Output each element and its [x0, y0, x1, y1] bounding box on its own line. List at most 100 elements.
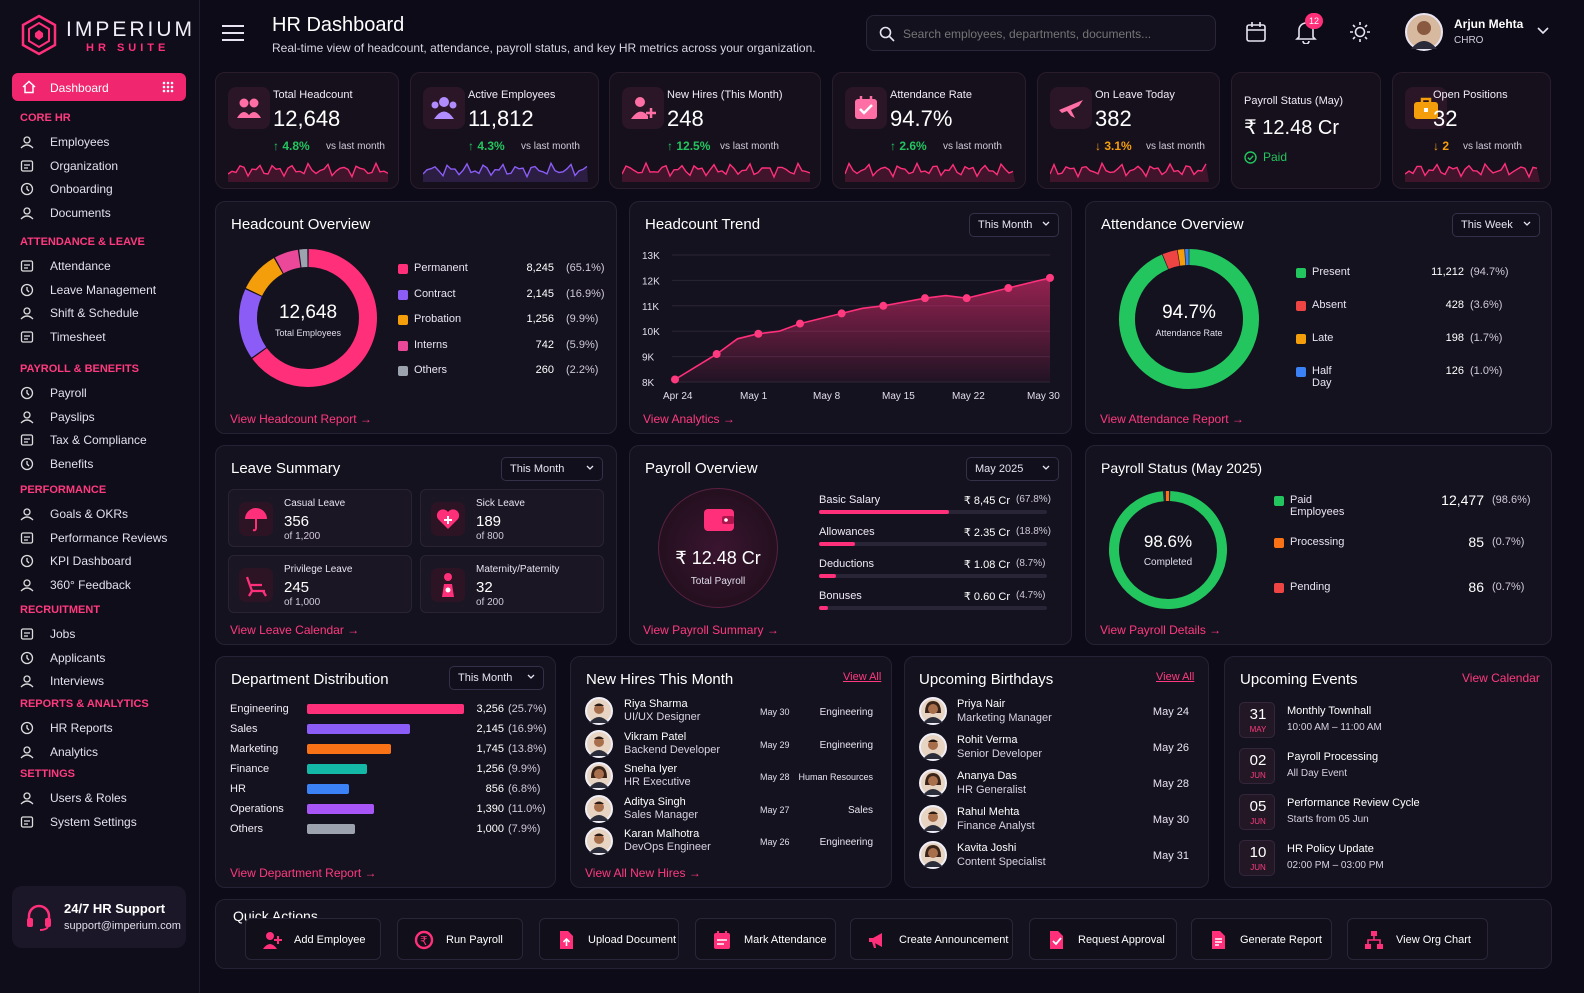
calendar-icon[interactable]: [1245, 21, 1267, 43]
dept-bar[interactable]: [307, 724, 410, 734]
filter-dropdown[interactable]: This Month: [969, 213, 1059, 237]
user-avatar[interactable]: [1405, 13, 1443, 51]
event-row[interactable]: 10 JUN HR Policy Update 02:00 PM – 03:00 PM: [1239, 840, 1539, 880]
sidebar-item-analytics[interactable]: Analytics: [20, 742, 98, 762]
sidebar-item-payroll[interactable]: Payroll: [20, 383, 87, 403]
sidebar-item-leave-management[interactable]: Leave Management: [20, 280, 156, 300]
sidebar-item-onboarding[interactable]: Onboarding: [20, 179, 113, 199]
sidebar-item-interviews[interactable]: Interviews: [20, 671, 104, 691]
birthday-row[interactable]: Rahul Mehta Finance Analyst May 30: [919, 805, 1194, 835]
view-org-chart-button[interactable]: View Org Chart: [1347, 918, 1488, 960]
leave-tile[interactable]: Privilege Leave 245 of 1,000: [228, 555, 412, 613]
sidebar-item-benefits[interactable]: Benefits: [20, 454, 93, 474]
search-bar[interactable]: [866, 15, 1216, 51]
theme-toggle-icon[interactable]: [1349, 21, 1371, 43]
user-name[interactable]: Arjun Mehta: [1454, 17, 1524, 31]
trend-point[interactable]: [962, 294, 971, 303]
new-hire-row[interactable]: Vikram Patel Backend Developer May 29 Engin…: [585, 729, 881, 760]
sidebar-item-goals-okrs[interactable]: Goals & OKRs: [20, 504, 128, 524]
trend-point[interactable]: [796, 319, 804, 328]
view-attendance-report-link[interactable]: View Attendance Report →: [1100, 412, 1244, 426]
trend-point[interactable]: [921, 294, 929, 303]
sidebar-item-shift-schedule[interactable]: Shift & Schedule: [20, 303, 139, 323]
trend-point[interactable]: [1046, 273, 1054, 282]
event-row[interactable]: 31 MAY Monthly Townhall 10:00 AM – 11:00 AM: [1239, 702, 1539, 742]
avatar[interactable]: [919, 805, 947, 833]
trend-point[interactable]: [712, 350, 721, 359]
view-all-link[interactable]: View All: [843, 671, 882, 683]
sidebar-item-jobs[interactable]: Jobs: [20, 624, 75, 644]
trend-point[interactable]: [879, 301, 888, 310]
new-hire-row[interactable]: Riya Sharma UI/UX Designer May 30 Engineeri…: [585, 697, 881, 727]
filter-dropdown[interactable]: This Week: [1452, 213, 1540, 237]
leave-tile[interactable]: Sick Leave 189 of 800: [420, 489, 604, 547]
sidebar-item-tax-compliance[interactable]: Tax & Compliance: [20, 430, 147, 450]
kpi-card-payroll-status-may[interactable]: Payroll Status (May) ₹ 12.48 Cr Paid: [1231, 72, 1381, 189]
avatar[interactable]: [585, 762, 613, 790]
dept-bar[interactable]: [307, 704, 464, 714]
avatar[interactable]: [585, 697, 613, 725]
kpi-card-open-positions[interactable]: Open Positions 32 ↓ 2 vs last month: [1392, 72, 1551, 189]
run-payroll-button[interactable]: ₹ Run Payroll: [397, 918, 523, 960]
view-payroll-details-link[interactable]: View Payroll Details →: [1100, 623, 1222, 637]
avatar[interactable]: [919, 841, 947, 869]
avatar[interactable]: [919, 769, 947, 797]
leave-tile[interactable]: Casual Leave 356 of 1,200: [228, 489, 412, 547]
sidebar-item-organization[interactable]: Organization: [20, 156, 118, 176]
filter-dropdown[interactable]: This Month: [449, 666, 544, 690]
upload-document-button[interactable]: Upload Document: [539, 918, 679, 960]
search-input[interactable]: [903, 23, 1203, 45]
dept-bar[interactable]: [307, 764, 367, 774]
view-all-new-hires-link[interactable]: View All New Hires →: [585, 866, 701, 880]
avatar[interactable]: [919, 697, 947, 725]
new-hire-row[interactable]: Sneha Iyer HR Executive May 28 Human Resour…: [585, 762, 881, 792]
filter-dropdown[interactable]: May 2025: [966, 457, 1059, 481]
avatar[interactable]: [919, 733, 947, 761]
sidebar-item-kpi-dashboard[interactable]: KPI Dashboard: [20, 551, 131, 571]
hr-support-card[interactable]: 24/7 HR Support support@imperium.com: [12, 886, 186, 948]
sidebar-item-hr-reports[interactable]: HR Reports: [20, 718, 113, 738]
view-leave-calendar-link[interactable]: View Leave Calendar →: [230, 623, 360, 637]
trend-point[interactable]: [671, 375, 679, 384]
trend-point[interactable]: [1004, 284, 1013, 293]
filter-dropdown[interactable]: This Month: [501, 457, 603, 481]
sidebar-item-timesheet[interactable]: Timesheet: [20, 327, 106, 347]
request-approval-button[interactable]: Request Approval: [1029, 918, 1177, 960]
donut-segment-1[interactable]: [239, 289, 267, 358]
support-email[interactable]: support@imperium.com: [64, 920, 181, 932]
create-announcement-button[interactable]: Create Announcement: [850, 918, 1013, 960]
dept-bar[interactable]: [307, 824, 355, 834]
view-analytics-link[interactable]: View Analytics →: [643, 412, 735, 426]
new-hire-row[interactable]: Karan Malhotra DevOps Engineer May 26 Engin…: [585, 827, 881, 857]
add-employee-button[interactable]: Add Employee: [245, 918, 381, 960]
menu-icon[interactable]: [221, 24, 245, 42]
view-payroll-summary-link[interactable]: View Payroll Summary →: [643, 623, 779, 637]
donut-segment-2[interactable]: [245, 258, 284, 297]
sidebar-item-performance-reviews[interactable]: Performance Reviews: [20, 528, 167, 548]
birthday-row[interactable]: Rohit Verma Senior Developer May 26: [919, 733, 1194, 763]
dept-bar[interactable]: [307, 804, 374, 814]
donut-segment-0[interactable]: [252, 249, 377, 387]
avatar[interactable]: [585, 827, 613, 855]
birthday-row[interactable]: Priya Nair Marketing Manager May 24: [919, 697, 1194, 727]
dept-bar[interactable]: [307, 784, 349, 794]
sidebar-item-360-feedback[interactable]: 360° Feedback: [20, 575, 131, 595]
sidebar-item-users-roles[interactable]: Users & Roles: [20, 788, 127, 808]
donut-segment-3[interactable]: [274, 249, 301, 274]
avatar[interactable]: [585, 729, 613, 758]
generate-report-button[interactable]: Generate Report: [1191, 918, 1332, 960]
donut-segment-completed[interactable]: [1109, 491, 1227, 609]
view-calendar-link[interactable]: View Calendar: [1462, 671, 1540, 685]
event-row[interactable]: 02 JUN Payroll Processing All Day Event: [1239, 748, 1539, 788]
view-department-report-link[interactable]: View Department Report →: [230, 866, 377, 880]
trend-point[interactable]: [754, 329, 763, 338]
trend-point[interactable]: [837, 309, 846, 318]
kpi-card-new-hires-this-month[interactable]: New Hires (This Month) 248 ↑ 12.5% vs last …: [609, 72, 821, 189]
view-all-link[interactable]: View All: [1156, 671, 1195, 683]
mark-attendance-button[interactable]: Mark Attendance: [695, 918, 836, 960]
dept-bar[interactable]: [307, 744, 391, 754]
chevron-down-icon[interactable]: [1537, 27, 1549, 35]
grid-icon[interactable]: [162, 81, 174, 93]
donut-segment-1[interactable]: [1162, 250, 1180, 270]
sidebar-item-employees[interactable]: Employees: [20, 132, 109, 152]
